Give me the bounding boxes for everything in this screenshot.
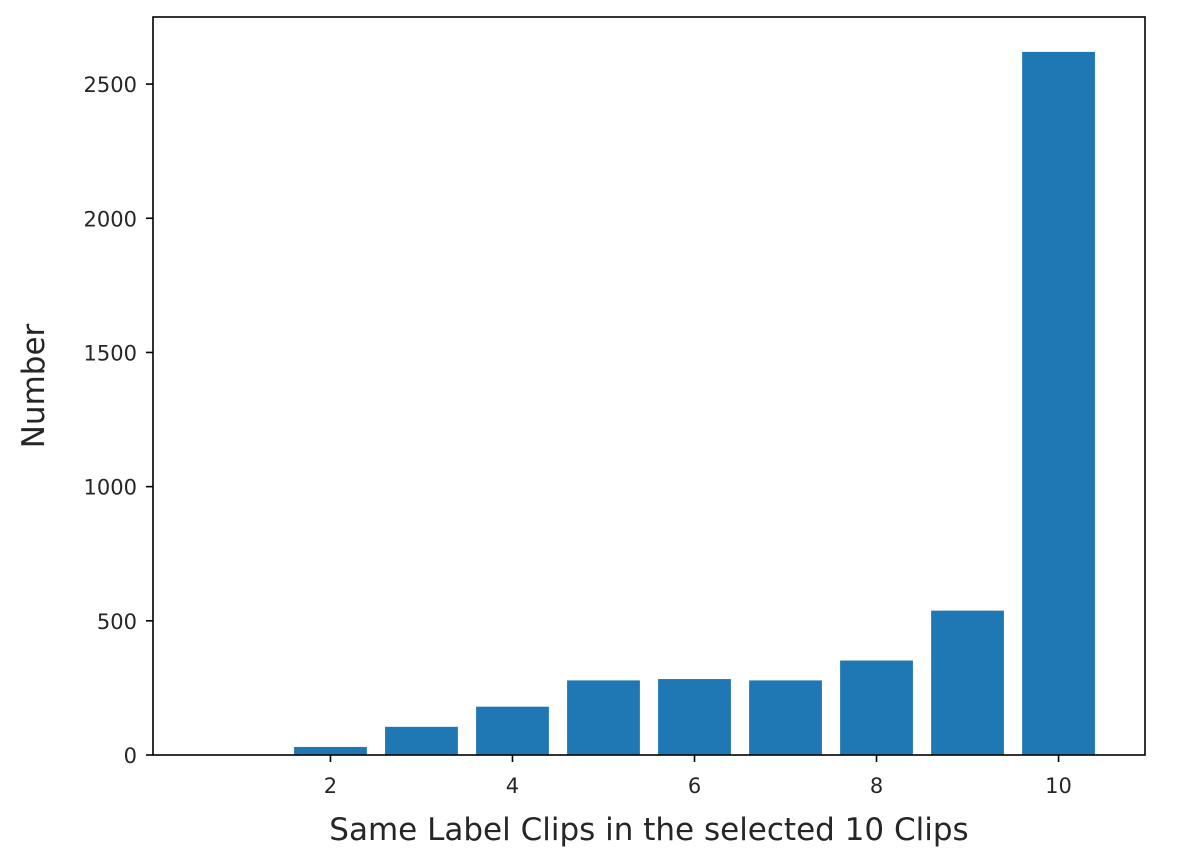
x-tick-label: 10 bbox=[1045, 774, 1072, 798]
y-tick-label: 2000 bbox=[84, 207, 137, 231]
y-axis-title: Number bbox=[16, 323, 52, 448]
x-axis-title: Same Label Clips in the selected 10 Clip… bbox=[329, 812, 968, 848]
plot-area-frame bbox=[152, 16, 1146, 756]
x-tick-label: 4 bbox=[506, 774, 519, 798]
y-tick-label: 2500 bbox=[84, 73, 137, 97]
bars-layer bbox=[294, 51, 1095, 756]
x-tick-label: 6 bbox=[688, 774, 701, 798]
bar-9 bbox=[931, 610, 1004, 755]
y-tick-label: 500 bbox=[97, 610, 137, 634]
y-axis: 0 500 1000 1500 2000 2500 bbox=[84, 73, 153, 768]
bar-7 bbox=[749, 680, 822, 755]
x-tick-label: 2 bbox=[324, 774, 337, 798]
y-tick-label: 0 bbox=[124, 744, 137, 768]
bar-5 bbox=[567, 680, 640, 755]
y-tick-label: 1000 bbox=[84, 476, 137, 500]
bar-4 bbox=[476, 706, 549, 755]
bar-10 bbox=[1022, 51, 1095, 756]
bar-2 bbox=[294, 746, 367, 755]
bar-8 bbox=[840, 660, 913, 755]
bar-6 bbox=[658, 679, 731, 755]
x-tick-label: 8 bbox=[870, 774, 883, 798]
x-axis: 2 4 6 8 10 bbox=[324, 755, 1072, 798]
y-tick-label: 1500 bbox=[84, 341, 137, 365]
bar-3 bbox=[385, 726, 458, 755]
